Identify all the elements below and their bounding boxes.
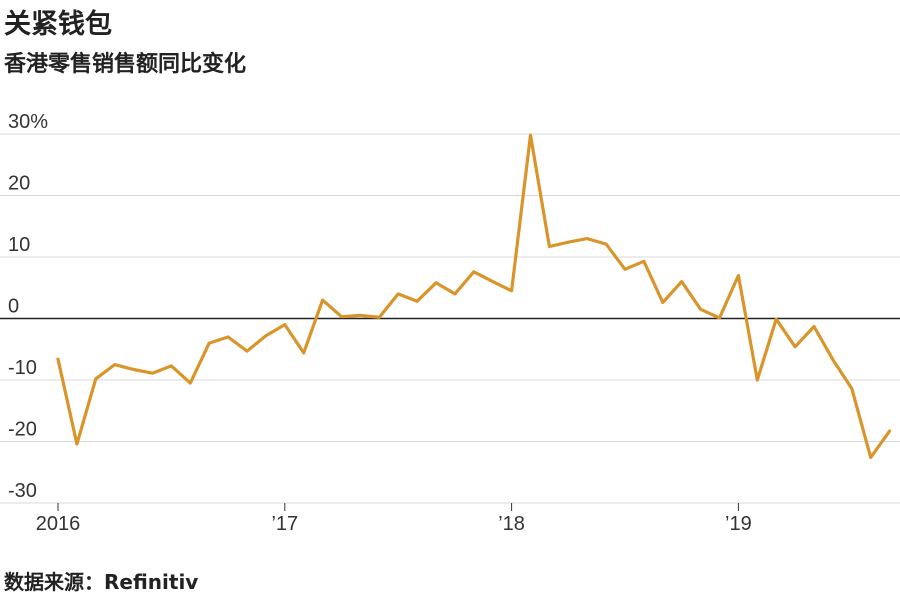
grid-layer xyxy=(0,133,900,504)
y-tick-label: 0 xyxy=(8,296,19,318)
y-tick-label: 20 xyxy=(8,173,30,195)
x-tick-label: ’18 xyxy=(498,513,525,535)
y-tick-label: 10 xyxy=(8,234,30,256)
y-tick-label: -20 xyxy=(8,419,37,441)
chart-title: 关紧钱包 xyxy=(4,9,112,40)
series-layer xyxy=(56,133,892,460)
y-tick-label: -10 xyxy=(8,357,37,379)
series-line xyxy=(56,133,892,460)
x-tick-label: ’19 xyxy=(725,513,752,535)
x-axis-ticks: 2016 ’17 ’18 ’19 xyxy=(36,503,752,535)
y-tick-label: 30% xyxy=(8,111,48,133)
source-note: 数据来源：Refinitiv xyxy=(4,570,199,594)
y-tick-label: -30 xyxy=(8,480,37,502)
chart-subtitle: 香港零售销售额同比变化 xyxy=(4,52,247,77)
x-tick-label: ’17 xyxy=(271,513,298,535)
x-tick-label: 2016 xyxy=(36,513,81,535)
y-axis-ticks: 30% 20 10 0 -10 -20 -30 xyxy=(8,111,48,502)
